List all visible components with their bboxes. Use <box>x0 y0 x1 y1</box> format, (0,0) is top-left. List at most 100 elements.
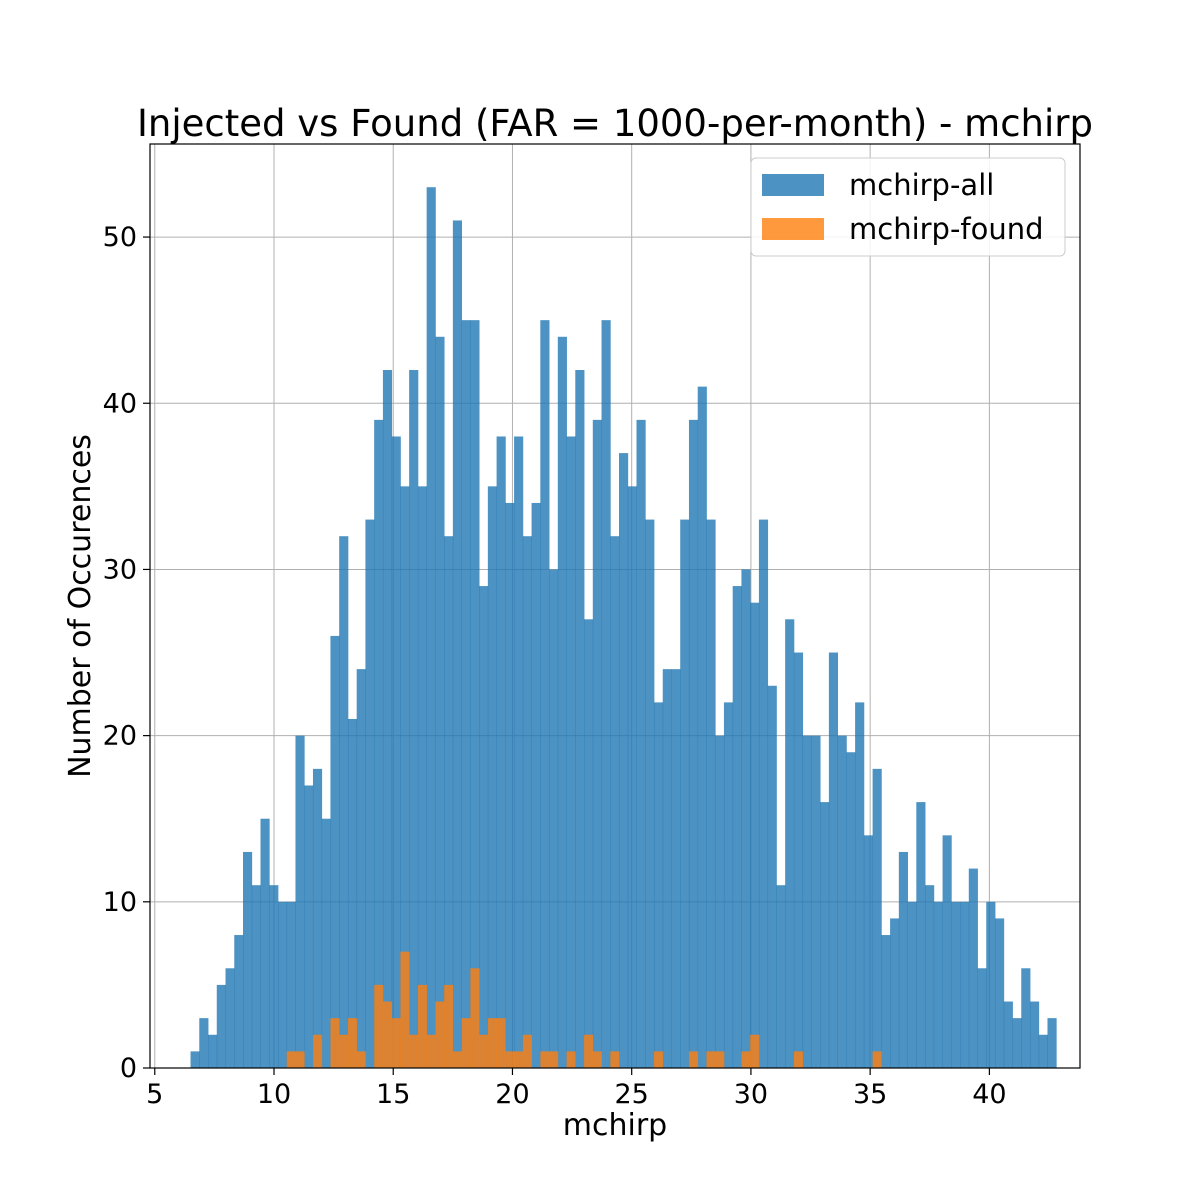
x-tick-label: 20 <box>495 1079 529 1110</box>
legend-label: mchirp-all <box>849 168 994 202</box>
histogram-bar <box>610 1051 620 1068</box>
histogram-bar <box>339 536 349 1068</box>
histogram-bar <box>444 984 454 1068</box>
histogram-bar <box>505 1051 515 1068</box>
histogram-bar <box>260 818 270 1068</box>
histogram-bar <box>356 669 366 1068</box>
histogram-bar <box>671 669 681 1068</box>
histogram-bar <box>216 984 226 1068</box>
x-tick-label: 25 <box>615 1079 649 1110</box>
histogram-bar <box>942 835 952 1068</box>
histogram-bar <box>741 569 751 1068</box>
x-tick-label: 5 <box>146 1079 163 1110</box>
histogram-bar <box>925 885 935 1068</box>
histogram-bar <box>435 1001 445 1068</box>
histogram-bar <box>863 835 874 1068</box>
histogram-bar <box>566 1051 576 1068</box>
histogram-bar <box>995 918 1005 1068</box>
histogram-bar <box>251 885 261 1068</box>
histogram-bar <box>312 768 323 1068</box>
histogram-bar <box>225 968 235 1068</box>
histogram-bar <box>286 1051 296 1068</box>
histogram-bar <box>461 320 471 1068</box>
histogram-bar <box>1047 1018 1057 1068</box>
x-tick-label: 40 <box>972 1079 1006 1110</box>
histogram-bar <box>802 735 812 1068</box>
legend-box <box>750 157 1066 257</box>
y-tick-label: 50 <box>103 222 137 253</box>
histogram-bar <box>321 818 331 1068</box>
histogram-bar <box>592 1051 602 1068</box>
histogram-bar <box>514 436 524 1068</box>
histogram-bar <box>312 1034 323 1068</box>
histogram-bar <box>286 901 296 1068</box>
chart-title: Injected vs Found (FAR = 1000-per-month)… <box>137 102 1093 145</box>
histogram-bar <box>881 935 891 1068</box>
histogram-bar <box>347 719 358 1068</box>
histogram-bar <box>1021 968 1031 1068</box>
histogram-bar <box>706 519 716 1068</box>
histogram-bar <box>968 868 978 1068</box>
x-tick-label: 30 <box>734 1079 768 1110</box>
x-tick-label: 15 <box>376 1079 410 1110</box>
y-tick-label: 0 <box>120 1053 137 1084</box>
histogram-bar <box>234 935 244 1068</box>
y-tick-label: 10 <box>103 887 137 918</box>
histogram-bar <box>706 1051 716 1068</box>
histogram-bar <box>653 702 664 1068</box>
histogram-bar <box>339 1034 349 1068</box>
histogram-bar <box>540 1051 550 1068</box>
y-tick-label: 20 <box>103 721 137 752</box>
histogram-bar <box>627 486 637 1068</box>
histogram-bar <box>452 220 463 1068</box>
histogram-bar <box>767 685 777 1068</box>
histogram-bar <box>295 735 305 1068</box>
histogram-bar <box>811 735 821 1068</box>
histogram-bar <box>417 486 428 1068</box>
histogram-bar <box>391 436 401 1068</box>
histogram-bar <box>916 802 926 1068</box>
x-axis-label: mchirp <box>563 1108 667 1143</box>
histogram-bar <box>636 419 646 1069</box>
histogram-bar <box>522 1034 532 1068</box>
legend: mchirp-all mchirp-found <box>750 157 1066 257</box>
histogram-bar <box>732 586 742 1068</box>
legend-swatch <box>762 218 824 240</box>
histogram-bar <box>872 768 882 1068</box>
y-tick-label: 30 <box>103 554 137 585</box>
histogram-bar <box>645 519 655 1068</box>
histogram-bar <box>374 419 384 1069</box>
series-mchirp-all <box>190 187 1057 1069</box>
histogram-bar <box>566 436 576 1068</box>
histogram-bar <box>409 370 419 1068</box>
histogram-bar <box>1003 1001 1013 1068</box>
histogram-bar <box>487 1018 497 1068</box>
histogram-bar <box>584 619 594 1068</box>
histogram-bar <box>190 1051 200 1068</box>
histogram-bar <box>330 1018 340 1068</box>
histogram-bar <box>531 502 541 1069</box>
histogram-bar <box>347 1018 358 1068</box>
histogram-bar <box>479 586 489 1068</box>
histogram-bar <box>417 984 428 1068</box>
histogram-bar <box>951 901 961 1068</box>
histogram-bar <box>680 519 690 1068</box>
legend-label: mchirp-found <box>849 212 1044 246</box>
histogram-bar <box>496 436 506 1068</box>
histogram-bar <box>382 1001 393 1068</box>
series-mchirp-found <box>286 951 882 1068</box>
histogram-bar <box>933 901 943 1068</box>
histogram-bar <box>540 320 550 1068</box>
histogram-bar <box>444 536 454 1068</box>
histogram-bar <box>828 652 839 1068</box>
histogram-bar <box>269 885 279 1068</box>
histogram-bar <box>304 785 314 1068</box>
histogram-bar <box>750 602 760 1068</box>
histogram-bar <box>382 370 393 1068</box>
histogram-bar <box>356 1051 366 1068</box>
histogram-bar <box>479 1034 489 1068</box>
histogram-bar <box>409 1034 419 1068</box>
histogram-bar <box>522 536 532 1068</box>
legend-swatch <box>762 174 824 196</box>
histogram-bar <box>277 901 288 1068</box>
